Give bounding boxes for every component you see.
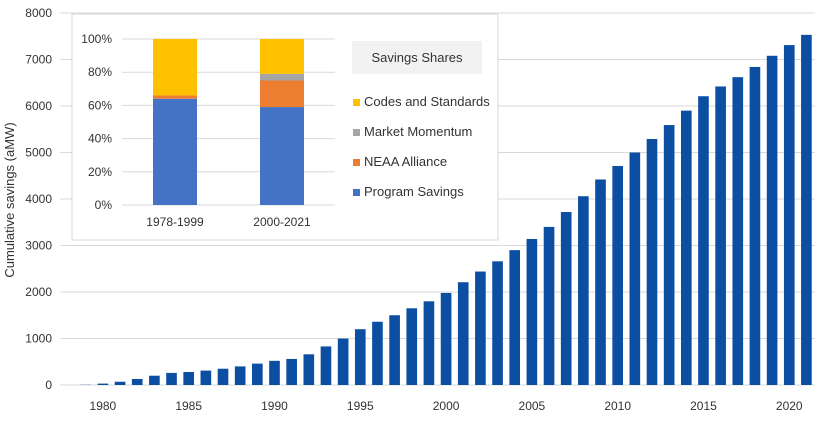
bar-2010: [612, 166, 623, 385]
bar-2019: [767, 56, 778, 385]
bar-1985: [183, 372, 194, 385]
bar-1980: [98, 384, 109, 385]
bar-2003: [492, 261, 503, 385]
legend-title: Savings Shares: [371, 50, 463, 65]
bar-1992: [303, 354, 314, 385]
y-tick-label: 1000: [25, 332, 52, 346]
bar-1994: [338, 339, 349, 386]
bar-2017: [732, 77, 743, 385]
inset-y-tick-label: 80%: [88, 65, 112, 79]
bar-2009: [595, 179, 606, 385]
bar-1990: [269, 361, 280, 385]
x-tick-label: 2015: [690, 399, 717, 413]
bar-2007: [561, 212, 572, 385]
bar-2013: [664, 125, 675, 385]
y-axis-title: Cumulative savings (aMW): [2, 122, 17, 277]
inset-segment-program-savings: [153, 99, 197, 205]
bar-1999: [424, 301, 435, 385]
bar-1983: [149, 376, 160, 385]
y-tick-label: 7000: [25, 53, 52, 67]
x-tick-label: 1990: [261, 399, 288, 413]
inset-segment-market-momentum: [260, 74, 304, 81]
x-tick-label: 2010: [604, 399, 631, 413]
inset-y-tick-label: 0%: [95, 198, 113, 212]
inset-segment-codes-and-standards: [153, 39, 197, 95]
bar-2000: [441, 293, 452, 385]
legend-label: Market Momentum: [364, 124, 472, 139]
bar-2008: [578, 196, 589, 385]
bar-2014: [681, 111, 692, 385]
y-tick-label: 5000: [25, 146, 52, 160]
x-tick-label: 2005: [519, 399, 546, 413]
bar-1988: [235, 366, 246, 385]
bar-2001: [458, 282, 469, 385]
bar-1989: [252, 364, 263, 385]
x-tick-label: 1985: [175, 399, 202, 413]
legend-label: Codes and Standards: [364, 94, 490, 109]
main-x-tick-labels: 1980 1985 1990 1995 2000 2005 2010 2015 2020: [90, 399, 803, 413]
x-tick-label: 1980: [90, 399, 117, 413]
legend-swatch: [353, 99, 360, 106]
main-y-tick-labels: 0 1000 2000 3000 4000 5000 6000 7000 8000: [25, 6, 52, 392]
bar-2018: [750, 67, 761, 385]
bar-1998: [406, 308, 417, 385]
bar-2021: [801, 35, 812, 385]
x-tick-label: 2020: [776, 399, 803, 413]
inset-segment-neaa-alliance: [153, 95, 197, 98]
y-tick-label: 6000: [25, 99, 52, 113]
bar-1982: [132, 379, 143, 385]
bar-2005: [527, 239, 538, 385]
x-tick-label: 1995: [347, 399, 374, 413]
bar-1991: [286, 359, 297, 385]
bar-2006: [544, 227, 555, 385]
bar-1996: [372, 322, 383, 385]
inset-x-tick-label: 2000-2021: [253, 215, 311, 229]
bar-1997: [389, 315, 400, 385]
bar-1993: [321, 346, 332, 385]
savings-shares-inset: 0% 20% 40% 60% 80% 100% 1978-1999 2000-2021 Sa…: [72, 14, 498, 240]
bar-2020: [784, 45, 795, 385]
bar-2015: [698, 96, 709, 385]
bar-2004: [509, 250, 520, 385]
legend-swatch: [353, 159, 360, 166]
inset-segment-neaa-alliance: [260, 81, 304, 108]
inset-y-tick-label: 60%: [88, 98, 112, 112]
bar-2011: [630, 153, 641, 386]
inset-segment-codes-and-standards: [260, 39, 304, 74]
y-tick-label: 8000: [25, 6, 52, 20]
legend-label: NEAA Alliance: [364, 154, 447, 169]
x-tick-label: 2000: [433, 399, 460, 413]
inset-x-tick-label: 1978-1999: [146, 215, 204, 229]
bar-2012: [647, 139, 658, 385]
bar-2016: [715, 86, 726, 385]
inset-segment-program-savings: [260, 107, 304, 205]
y-tick-label: 0: [45, 378, 52, 392]
bar-1981: [115, 382, 126, 385]
bar-1987: [218, 369, 229, 385]
legend-swatch: [353, 189, 360, 196]
y-tick-label: 3000: [25, 239, 52, 253]
bar-1995: [355, 329, 366, 385]
inset-y-tick-label: 100%: [81, 32, 112, 46]
bar-1984: [166, 373, 177, 385]
inset-y-tick-label: 20%: [88, 165, 112, 179]
bar-1986: [201, 371, 212, 385]
legend-swatch: [353, 129, 360, 136]
y-tick-label: 4000: [25, 192, 52, 206]
legend-label: Program Savings: [364, 184, 464, 199]
bar-2002: [475, 272, 486, 385]
y-tick-label: 2000: [25, 285, 52, 299]
inset-y-tick-label: 40%: [88, 132, 112, 146]
